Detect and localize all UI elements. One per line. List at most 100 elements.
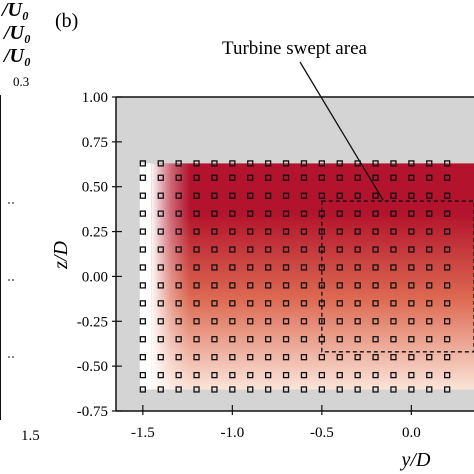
y-tick-label: 0.00 <box>82 269 108 285</box>
measurement-point <box>300 246 308 253</box>
measurement-point <box>193 160 200 167</box>
y-tick-label: -0.50 <box>77 359 108 375</box>
measurement-point <box>300 264 308 271</box>
measurement-point <box>300 192 308 199</box>
measurement-point <box>282 354 290 361</box>
measurement-point <box>354 318 361 325</box>
measurement-point <box>211 318 218 325</box>
measurement-point <box>443 264 451 271</box>
measurement-point <box>443 160 451 167</box>
measurement-point <box>408 246 415 253</box>
measurement-point <box>408 192 415 199</box>
measurement-point <box>229 264 236 271</box>
measurement-point <box>354 264 361 271</box>
measurement-point <box>408 371 415 379</box>
measurement-point <box>300 386 308 393</box>
measurement-point <box>426 386 433 393</box>
measurement-point <box>443 354 451 361</box>
measurement-point <box>264 174 272 181</box>
measurement-point <box>354 210 361 217</box>
measurement-point <box>264 336 272 343</box>
annotation-leader-line <box>299 61 384 201</box>
measurement-point <box>157 300 164 307</box>
measurement-point <box>443 300 451 307</box>
measurement-point <box>408 386 415 393</box>
measurement-point <box>211 160 218 167</box>
measurement-point <box>318 354 326 361</box>
measurement-point <box>282 336 290 343</box>
measurement-point <box>426 192 433 199</box>
measurement-point <box>229 228 236 235</box>
measurement-point <box>300 318 308 325</box>
measurement-point <box>247 354 254 361</box>
measurement-point <box>390 336 397 343</box>
measurement-point <box>300 228 308 235</box>
measurement-point <box>157 192 164 199</box>
measurement-point <box>282 246 290 253</box>
measurement-point <box>229 318 236 325</box>
measurement-point <box>193 264 200 271</box>
measurement-point <box>408 174 415 181</box>
measurement-point <box>247 371 254 379</box>
measurement-point <box>139 282 147 289</box>
measurement-point <box>157 318 164 325</box>
measurement-point <box>408 210 415 217</box>
measurement-point <box>372 336 379 343</box>
measurement-point <box>426 264 433 271</box>
left-legend-line-1: /U₀ <box>0 0 29 21</box>
measurement-point <box>175 371 182 379</box>
measurement-point <box>175 228 182 235</box>
measurement-point <box>390 371 397 379</box>
measurement-point <box>139 210 147 217</box>
measurement-point <box>157 160 164 167</box>
measurement-point <box>318 174 326 181</box>
measurement-point <box>408 160 415 167</box>
measurement-point <box>426 246 433 253</box>
measurement-point <box>211 354 218 361</box>
measurement-point <box>336 210 343 217</box>
measurement-point <box>372 354 379 361</box>
measurement-point <box>282 228 290 235</box>
measurement-point <box>426 160 433 167</box>
measurement-point <box>336 354 343 361</box>
measurement-point <box>336 386 343 393</box>
y-tick-label: -0.75 <box>77 404 108 420</box>
measurement-point <box>175 174 182 181</box>
measurement-point <box>282 210 290 217</box>
measurement-point <box>211 386 218 393</box>
measurement-point <box>264 354 272 361</box>
measurement-point <box>443 386 451 393</box>
y-axis-label: z/D <box>50 241 72 270</box>
measurement-point <box>229 282 236 289</box>
panel-label: (b) <box>55 10 78 32</box>
measurement-point <box>247 336 254 343</box>
measurement-point <box>336 282 343 289</box>
measurement-point <box>157 386 164 393</box>
measurement-point <box>336 336 343 343</box>
y-tick-label: 0.50 <box>82 180 108 196</box>
left-legend-line-2: /U₀ <box>2 22 31 44</box>
measurement-point <box>443 192 451 199</box>
measurement-point <box>408 282 415 289</box>
measurement-point <box>193 318 200 325</box>
left-legend-line-3: /U₀ <box>2 45 31 67</box>
measurement-point <box>264 318 272 325</box>
y-tick-label: -0.25 <box>77 314 108 330</box>
measurement-point <box>426 318 433 325</box>
measurement-point <box>372 300 379 307</box>
measurement-point <box>264 300 272 307</box>
measurement-point <box>443 210 451 217</box>
measurement-point <box>175 160 182 167</box>
measurement-point <box>247 318 254 325</box>
measurement-point <box>354 371 361 379</box>
measurement-point <box>443 228 451 235</box>
measurement-point <box>247 210 254 217</box>
measurement-point <box>282 192 290 199</box>
measurement-point <box>354 246 361 253</box>
field-left-fade <box>151 163 474 390</box>
measurement-point <box>426 210 433 217</box>
measurement-point <box>354 336 361 343</box>
measurement-point <box>426 228 433 235</box>
measurement-point <box>354 300 361 307</box>
